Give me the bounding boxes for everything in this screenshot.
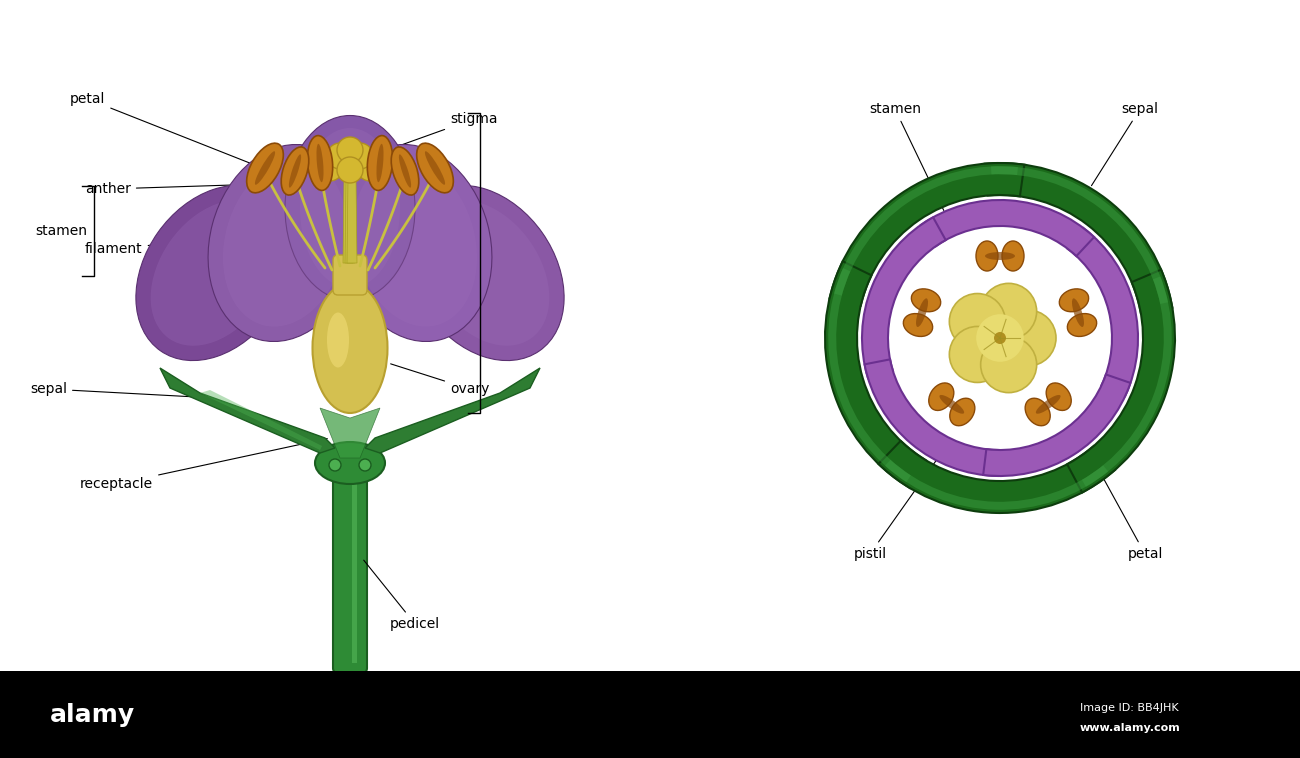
Circle shape xyxy=(976,315,1024,362)
Wedge shape xyxy=(1067,270,1175,493)
Ellipse shape xyxy=(328,312,348,368)
Ellipse shape xyxy=(928,383,954,410)
Wedge shape xyxy=(1067,228,1138,396)
Ellipse shape xyxy=(208,145,361,342)
Wedge shape xyxy=(835,166,1018,296)
Ellipse shape xyxy=(316,144,324,182)
Ellipse shape xyxy=(377,144,384,182)
Circle shape xyxy=(317,155,343,181)
Ellipse shape xyxy=(300,128,400,288)
Ellipse shape xyxy=(1002,241,1024,271)
Wedge shape xyxy=(864,359,998,476)
Wedge shape xyxy=(829,163,1024,305)
Text: petal: petal xyxy=(1096,465,1162,561)
Polygon shape xyxy=(160,368,335,453)
Ellipse shape xyxy=(916,299,928,327)
Text: alamy: alamy xyxy=(49,703,135,727)
Text: pistil: pistil xyxy=(853,450,944,561)
Ellipse shape xyxy=(307,136,333,190)
Polygon shape xyxy=(200,390,322,450)
Circle shape xyxy=(949,327,1005,383)
Text: stigma: stigma xyxy=(368,112,498,157)
Wedge shape xyxy=(826,262,927,488)
Ellipse shape xyxy=(136,186,294,361)
Circle shape xyxy=(358,155,384,181)
Text: ovary: ovary xyxy=(390,364,489,396)
Wedge shape xyxy=(920,200,1095,256)
Polygon shape xyxy=(365,368,540,453)
FancyBboxPatch shape xyxy=(333,255,367,295)
Ellipse shape xyxy=(399,155,411,188)
Ellipse shape xyxy=(976,241,998,271)
FancyBboxPatch shape xyxy=(333,463,367,673)
Circle shape xyxy=(328,143,354,169)
Circle shape xyxy=(329,459,341,471)
Wedge shape xyxy=(991,166,1167,304)
Text: stamen: stamen xyxy=(35,224,87,238)
Wedge shape xyxy=(984,163,1173,313)
Ellipse shape xyxy=(1072,299,1084,327)
Ellipse shape xyxy=(368,136,393,190)
Ellipse shape xyxy=(151,200,280,346)
Circle shape xyxy=(980,337,1036,393)
Ellipse shape xyxy=(391,147,419,195)
Ellipse shape xyxy=(1067,314,1097,337)
Ellipse shape xyxy=(354,159,477,327)
Ellipse shape xyxy=(940,395,965,414)
Text: filament: filament xyxy=(84,228,317,256)
Ellipse shape xyxy=(911,289,941,312)
Polygon shape xyxy=(344,178,355,263)
Ellipse shape xyxy=(312,283,387,413)
Ellipse shape xyxy=(285,115,415,300)
Ellipse shape xyxy=(421,200,550,346)
Text: pistil: pistil xyxy=(486,256,519,270)
Ellipse shape xyxy=(247,143,283,193)
Text: stamen: stamen xyxy=(868,102,944,211)
Ellipse shape xyxy=(417,143,454,193)
Ellipse shape xyxy=(338,145,491,342)
Ellipse shape xyxy=(950,398,975,426)
Ellipse shape xyxy=(224,159,347,327)
Wedge shape xyxy=(862,218,945,378)
Circle shape xyxy=(347,143,373,169)
Ellipse shape xyxy=(289,155,302,188)
Wedge shape xyxy=(879,441,1115,513)
Ellipse shape xyxy=(903,314,932,337)
Wedge shape xyxy=(1082,277,1171,487)
Circle shape xyxy=(337,137,363,163)
Wedge shape xyxy=(828,268,911,482)
Text: www.alamy.com: www.alamy.com xyxy=(1080,723,1180,733)
Text: anther: anther xyxy=(84,182,292,196)
Ellipse shape xyxy=(1026,398,1050,426)
Bar xyxy=(0,671,1300,758)
Ellipse shape xyxy=(425,152,445,185)
Ellipse shape xyxy=(1046,383,1071,410)
Polygon shape xyxy=(320,408,380,458)
Text: sepal: sepal xyxy=(30,382,212,398)
Circle shape xyxy=(337,157,363,183)
Ellipse shape xyxy=(985,252,1015,260)
Ellipse shape xyxy=(1036,395,1061,414)
Ellipse shape xyxy=(315,442,385,484)
Polygon shape xyxy=(347,178,358,263)
Ellipse shape xyxy=(281,147,309,195)
Ellipse shape xyxy=(406,186,564,361)
Ellipse shape xyxy=(255,152,276,185)
Text: receptacle: receptacle xyxy=(81,439,328,491)
Circle shape xyxy=(359,459,370,471)
Text: sepal: sepal xyxy=(1092,102,1158,186)
Polygon shape xyxy=(343,178,354,263)
Wedge shape xyxy=(983,374,1131,476)
Text: style: style xyxy=(365,213,484,231)
Circle shape xyxy=(1000,310,1056,366)
Text: petal: petal xyxy=(70,92,273,172)
Bar xyxy=(352,478,358,663)
Circle shape xyxy=(994,332,1006,344)
Wedge shape xyxy=(885,460,1108,510)
Ellipse shape xyxy=(1060,289,1088,312)
Circle shape xyxy=(980,283,1036,340)
Text: Image ID: BB4JHK: Image ID: BB4JHK xyxy=(1080,703,1179,713)
Circle shape xyxy=(949,293,1005,349)
Text: pedicel: pedicel xyxy=(364,560,441,631)
